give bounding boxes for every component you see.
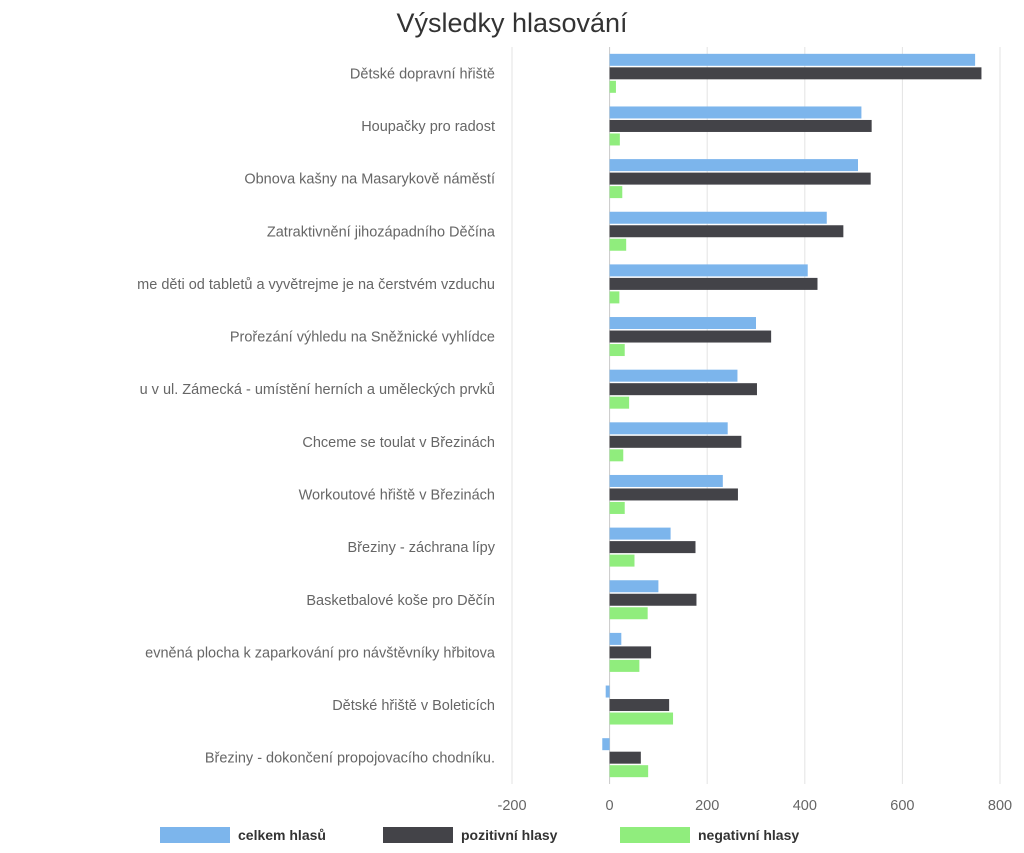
bar-negativni[interactable] xyxy=(609,186,623,199)
bar-pozitivni[interactable] xyxy=(609,119,872,132)
bar-celkem[interactable] xyxy=(609,527,671,540)
x-tick-label: 600 xyxy=(890,798,914,814)
bar-celkem[interactable] xyxy=(609,159,858,172)
category-labels: Dětské dopravní hřiště Houpačky pro rados… xyxy=(137,66,496,766)
category-label: Zatraktivnění jihozápadního Děčína xyxy=(267,224,496,240)
bar-pozitivni[interactable] xyxy=(609,330,772,343)
category-label: Prořezání výhledu na Sněžnické vyhlídce xyxy=(230,330,495,346)
legend-label: celkem hlasů xyxy=(238,827,326,843)
legend-item-pozitivni[interactable]: pozitivní hlasy xyxy=(383,827,558,843)
bar-negativni[interactable] xyxy=(609,238,627,251)
bar-celkem[interactable] xyxy=(609,474,723,487)
category-label: Březiny - dokončení propojovacího chodní… xyxy=(205,751,495,767)
bar-celkem[interactable] xyxy=(602,738,610,751)
category-label: Chceme se toulat v Březinách xyxy=(302,435,495,451)
x-tick-label: 0 xyxy=(606,798,614,814)
legend-label: negativní hlasy xyxy=(698,827,799,843)
category-label: Houpačky pro radost xyxy=(361,119,495,135)
bar-celkem[interactable] xyxy=(609,264,808,277)
bar-negativni[interactable] xyxy=(609,659,640,672)
legend-item-negativni[interactable]: negativní hlasy xyxy=(620,827,799,843)
bar-celkem[interactable] xyxy=(609,317,756,330)
chart-title: Výsledky hlasování xyxy=(396,8,628,38)
bar-negativni[interactable] xyxy=(609,712,674,725)
bar-pozitivni[interactable] xyxy=(609,172,871,185)
bar-pozitivni[interactable] xyxy=(609,541,696,554)
category-label: Workoutové hřiště v Březinách xyxy=(299,487,495,503)
x-tick-label: -200 xyxy=(497,798,526,814)
bar-pozitivni[interactable] xyxy=(609,225,844,238)
bar-pozitivni[interactable] xyxy=(609,383,757,396)
bar-negativni[interactable] xyxy=(609,765,649,778)
category-label: evněná plocha k zaparkování pro návštěvn… xyxy=(145,645,496,661)
legend-swatch xyxy=(620,827,690,843)
legend[interactable]: celkem hlasů pozitivní hlasy negativní hla… xyxy=(160,827,799,843)
category-label: me děti od tabletů a vyvětrejme je na če… xyxy=(137,277,495,293)
category-label: Basketbalové koše pro Děčín xyxy=(306,593,495,609)
category-label: u v ul. Zámecká - umístění herních a umě… xyxy=(140,382,495,398)
bar-pozitivni[interactable] xyxy=(609,67,982,80)
bar-celkem[interactable] xyxy=(609,632,622,645)
bar-negativni[interactable] xyxy=(609,133,620,146)
bar-pozitivni[interactable] xyxy=(609,751,641,764)
bar-negativni[interactable] xyxy=(609,80,616,93)
x-tick-label: 800 xyxy=(988,798,1012,814)
category-label: Dětské dopravní hřiště xyxy=(350,66,495,82)
bar-negativni[interactable] xyxy=(609,344,625,357)
x-tick-labels: -200 0 200 400 600 800 xyxy=(497,798,1012,814)
bars xyxy=(602,53,982,778)
x-tick-label: 200 xyxy=(695,798,719,814)
legend-label: pozitivní hlasy xyxy=(461,827,558,843)
bar-pozitivni[interactable] xyxy=(609,435,742,448)
bar-celkem[interactable] xyxy=(609,211,827,224)
bar-negativni[interactable] xyxy=(609,449,624,462)
bar-celkem[interactable] xyxy=(609,369,738,382)
bar-negativni[interactable] xyxy=(609,501,625,514)
category-label: Obnova kašny na Masarykově náměstí xyxy=(244,172,495,188)
category-label: Dětské hřiště v Boleticích xyxy=(332,698,495,714)
bar-celkem[interactable] xyxy=(609,106,862,119)
bar-pozitivni[interactable] xyxy=(609,488,738,501)
bar-pozitivni[interactable] xyxy=(609,593,697,606)
bar-pozitivni[interactable] xyxy=(609,699,670,712)
bar-celkem[interactable] xyxy=(609,580,659,593)
category-label: Březiny - záchrana lípy xyxy=(348,540,496,556)
bar-pozitivni[interactable] xyxy=(609,646,652,659)
bar-negativni[interactable] xyxy=(609,291,620,304)
x-tick-label: 400 xyxy=(793,798,817,814)
legend-swatch xyxy=(160,827,230,843)
legend-swatch xyxy=(383,827,453,843)
grid-lines xyxy=(511,47,1001,784)
bar-negativni[interactable] xyxy=(609,607,648,620)
bar-celkem[interactable] xyxy=(609,422,728,435)
bar-celkem[interactable] xyxy=(605,685,610,698)
legend-item-celkem[interactable]: celkem hlasů xyxy=(160,827,326,843)
bar-negativni[interactable] xyxy=(609,396,630,409)
bar-negativni[interactable] xyxy=(609,554,635,567)
bar-pozitivni[interactable] xyxy=(609,277,818,290)
bar-celkem[interactable] xyxy=(609,53,976,66)
